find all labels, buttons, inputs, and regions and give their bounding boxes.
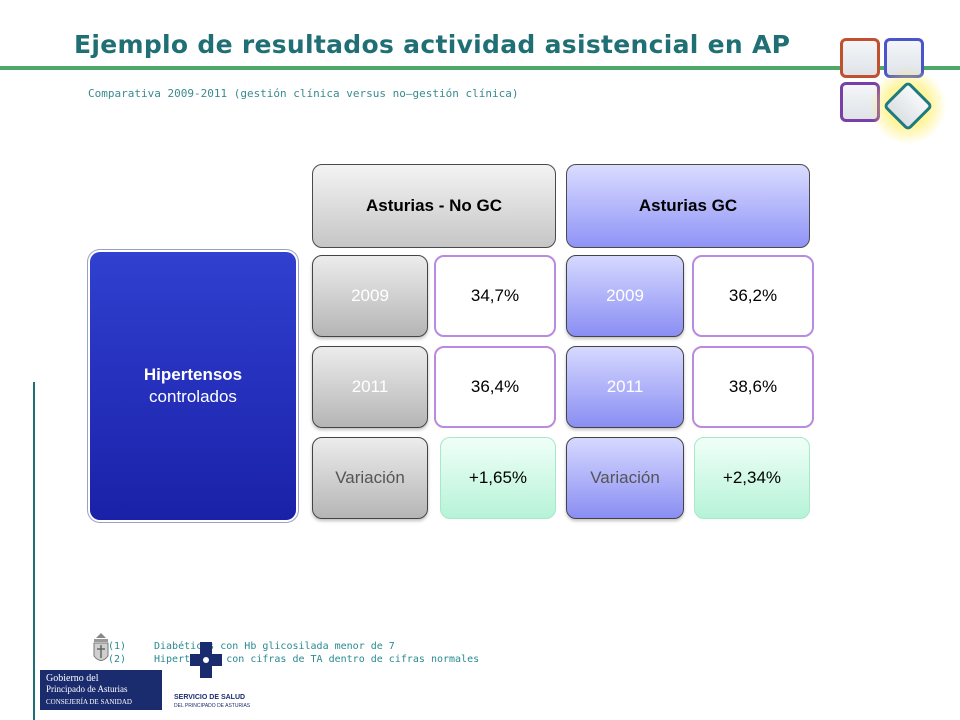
gobierno-asturias-logo: Gobierno del Principado de Asturias CONS… <box>40 670 162 710</box>
no-gc-year-2011: 2011 <box>312 346 428 428</box>
footnote-1: (1) Diabéticos con Hb glicosilada menor d… <box>108 641 395 652</box>
no-gc-variation-label: Variación <box>312 437 428 519</box>
no-gc-year-2009: 2009 <box>312 255 428 337</box>
left-vertical-rule <box>33 382 35 720</box>
page-subtitle: Comparativa 2009-2011 (gestión clínica v… <box>88 87 519 100</box>
no-gc-value-2009: 34,7% <box>434 255 556 337</box>
indicator-label-line1: Hipertensos <box>143 365 243 384</box>
footnote-2: (2) Hipertensos con cifras de TA dentro d… <box>108 654 480 665</box>
health-service-cross-icon <box>190 642 222 678</box>
gc-year-2011: 2011 <box>566 346 684 428</box>
coat-of-arms-icon <box>93 633 109 661</box>
no-gc-variation-value: +1,65% <box>440 437 556 519</box>
group-header-gc: Asturias GC <box>566 164 810 248</box>
gc-value-2011: 38,6% <box>692 346 814 428</box>
sespa-logo-text: SERVICIO DE SALUD DEL PRINCIPADO DE ASTU… <box>174 694 251 709</box>
gc-year-2009: 2009 <box>566 255 684 337</box>
indicator-label-line2: controlados <box>149 387 237 406</box>
page-title: Ejemplo de resultados actividad asistenc… <box>74 30 791 59</box>
group-header-no-gc: Asturias - No GC <box>312 164 556 248</box>
no-gc-value-2011: 36,4% <box>434 346 556 428</box>
title-rule <box>0 66 960 70</box>
gc-value-2009: 36,2% <box>692 255 814 337</box>
gc-variation-value: +2,34% <box>694 437 810 519</box>
gc-variation-label: Variación <box>566 437 684 519</box>
footnotes: (1) Diabéticos con Hb glicosilada menor d… <box>108 640 479 666</box>
decor-square-red <box>840 38 880 78</box>
indicator-box: Hipertensos controlados <box>90 252 296 520</box>
